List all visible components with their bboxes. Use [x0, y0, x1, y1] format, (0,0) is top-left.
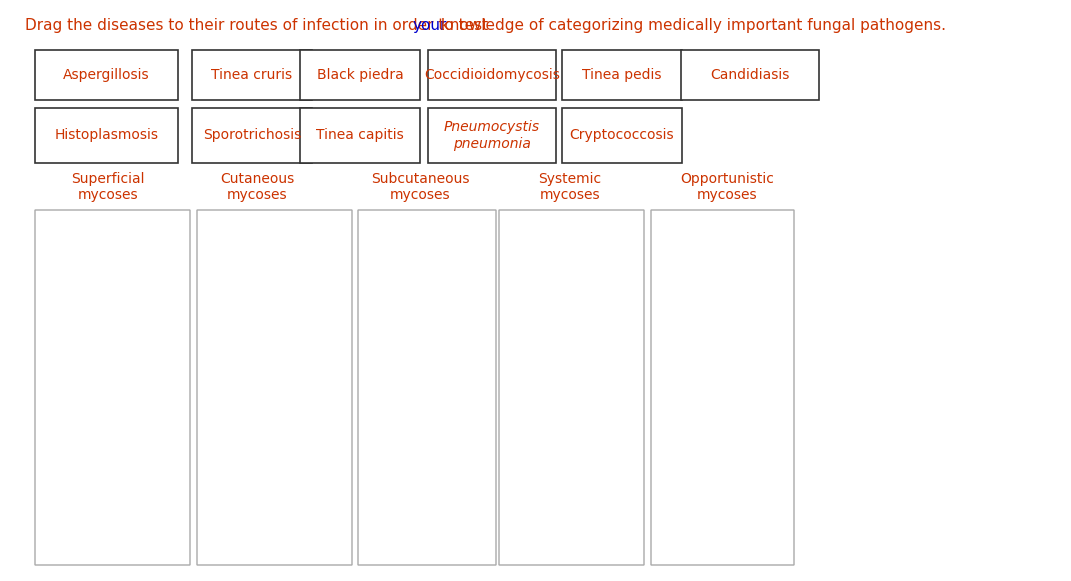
- Text: Aspergillosis: Aspergillosis: [63, 68, 150, 82]
- FancyBboxPatch shape: [192, 50, 312, 100]
- FancyBboxPatch shape: [562, 108, 682, 163]
- Text: Candidiasis: Candidiasis: [710, 68, 789, 82]
- FancyBboxPatch shape: [35, 50, 178, 100]
- Text: Histoplasmosis: Histoplasmosis: [55, 128, 159, 142]
- FancyBboxPatch shape: [499, 210, 644, 565]
- Text: Tinea cruris: Tinea cruris: [211, 68, 292, 82]
- Text: Black piedra: Black piedra: [317, 68, 404, 82]
- FancyBboxPatch shape: [358, 210, 496, 565]
- FancyBboxPatch shape: [300, 108, 420, 163]
- Text: Sporotrichosis: Sporotrichosis: [202, 128, 301, 142]
- Text: Tinea capitis: Tinea capitis: [316, 128, 404, 142]
- Text: Cryptococcosis: Cryptococcosis: [570, 128, 675, 142]
- FancyBboxPatch shape: [681, 50, 819, 100]
- Text: knowledge of categorizing medically important fungal pathogens.: knowledge of categorizing medically impo…: [436, 18, 947, 33]
- Text: Systemic
mycoses: Systemic mycoses: [539, 172, 602, 202]
- FancyBboxPatch shape: [35, 210, 190, 565]
- FancyBboxPatch shape: [300, 50, 420, 100]
- Text: Superficial
mycoses: Superficial mycoses: [72, 172, 145, 202]
- Text: Coccidioidomycosis: Coccidioidomycosis: [424, 68, 560, 82]
- Text: Pneumocystis
pneumonia: Pneumocystis pneumonia: [444, 120, 540, 150]
- FancyBboxPatch shape: [428, 50, 556, 100]
- Text: Cutaneous
mycoses: Cutaneous mycoses: [220, 172, 295, 202]
- Text: Drag the diseases to their routes of infection in order to test: Drag the diseases to their routes of inf…: [25, 18, 493, 33]
- FancyBboxPatch shape: [562, 50, 682, 100]
- FancyBboxPatch shape: [428, 108, 556, 163]
- FancyBboxPatch shape: [651, 210, 794, 565]
- Text: Opportunistic
mycoses: Opportunistic mycoses: [680, 172, 774, 202]
- FancyBboxPatch shape: [197, 210, 352, 565]
- FancyBboxPatch shape: [192, 108, 312, 163]
- Text: Tinea pedis: Tinea pedis: [583, 68, 662, 82]
- FancyBboxPatch shape: [35, 108, 178, 163]
- Text: Subcutaneous
mycoses: Subcutaneous mycoses: [371, 172, 469, 202]
- Text: your: your: [412, 18, 447, 33]
